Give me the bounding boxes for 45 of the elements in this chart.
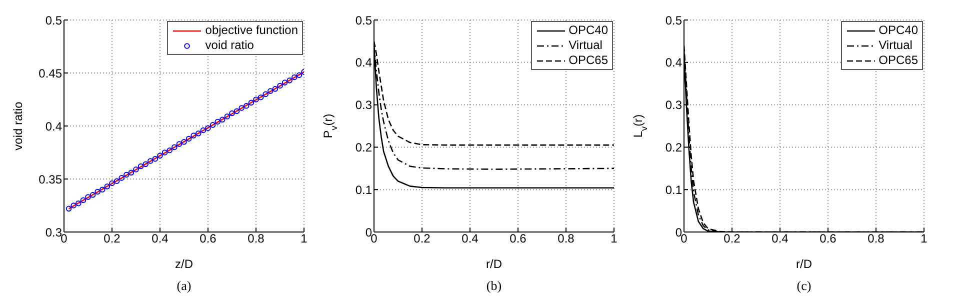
x-axis-title: r/D: [796, 257, 812, 271]
legend-label: OPC40: [878, 23, 918, 38]
x-tick-label: 0.6: [510, 232, 527, 246]
y-tick-label: 0.5: [355, 13, 372, 28]
x-tick-label: 0.4: [152, 232, 169, 246]
y-tick-label: 0.4: [355, 56, 372, 70]
x-tick-label: 0.2: [104, 232, 121, 246]
y-tick-label: 0.5: [45, 13, 62, 28]
y-tick-label: 0.45: [38, 66, 62, 80]
y-tick-label: 0.3: [355, 98, 372, 112]
legend-label: OPC40: [568, 23, 608, 38]
text: (a): [176, 278, 192, 294]
x-tick-label: 0.8: [868, 232, 885, 246]
x-axis-title: z/D: [175, 257, 194, 271]
legend-label: void ratio: [205, 38, 254, 53]
legend-label: Virtual: [568, 38, 602, 53]
y-tick-label: 0.1: [665, 182, 682, 197]
x-tick-label: 0.4: [772, 232, 789, 246]
x-axis-title: r/D: [486, 257, 502, 271]
x-tick-label: 0.6: [820, 232, 837, 246]
y-tick-label: 0.3: [665, 98, 682, 112]
y-tick-label: 0.4: [45, 119, 62, 134]
x-tick-label: 0.8: [558, 232, 575, 246]
x-tick-label: 0.4: [462, 232, 479, 246]
y-tick-label: 0.4: [665, 56, 682, 70]
x-tick-label: 0.2: [414, 232, 431, 246]
legend-label: OPC65: [568, 53, 608, 68]
x-tick-label: 1: [300, 232, 308, 246]
text: (c): [796, 278, 812, 294]
legend-label: Virtual: [878, 38, 912, 53]
y-tick-label: 0.1: [355, 182, 372, 197]
legend-label: objective function: [205, 23, 298, 38]
legend-label: OPC65: [878, 53, 918, 68]
y-tick-label: 0.2: [355, 140, 372, 154]
x-tick-label: 1: [920, 232, 928, 246]
x-tick-label: 0.8: [248, 232, 265, 246]
y-tick-label: 0.3: [45, 225, 62, 240]
y-tick-label: 0.2: [665, 140, 682, 154]
y-tick-label: 0.35: [38, 172, 62, 186]
x-tick-label: 0.2: [724, 232, 741, 246]
y-axis-title: void ratio: [11, 101, 25, 150]
x-tick-label: 1: [610, 232, 618, 246]
y-tick-label: 0.5: [665, 13, 682, 28]
text: (b): [485, 278, 503, 294]
x-tick-label: 0.6: [200, 232, 217, 246]
